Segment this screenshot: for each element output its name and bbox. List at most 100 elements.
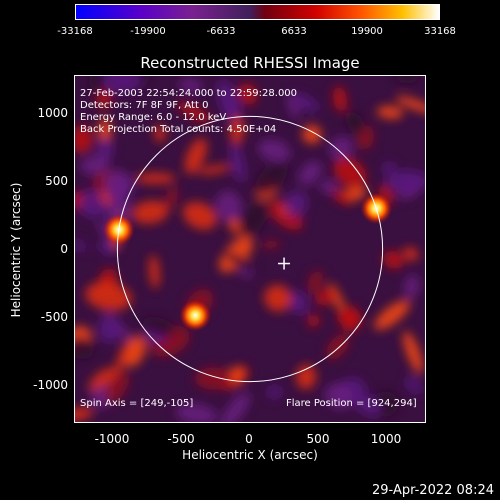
y-tick: -1000	[33, 378, 68, 392]
image-texture	[383, 250, 404, 269]
flare-position: Flare Position = [924,294]	[286, 398, 417, 409]
image-texture	[177, 102, 211, 123]
colorbar-tick: -6633	[206, 26, 236, 37]
image-texture	[395, 96, 425, 114]
image-texture	[332, 189, 353, 205]
image-texture	[315, 289, 337, 306]
image-texture	[104, 371, 130, 403]
image-texture	[283, 191, 308, 218]
image-texture	[329, 136, 353, 160]
image-texture	[135, 173, 176, 184]
detectors: Detectors: 7F 8F 9F, Att 0	[80, 100, 209, 111]
colorbar	[75, 4, 440, 20]
y-axis-label: Heliocentric Y (arcsec)	[9, 182, 23, 318]
image-texture	[376, 106, 404, 119]
image-canvas	[75, 76, 425, 422]
image-texture	[88, 367, 117, 393]
method-counts: Back Projection Total counts: 4.50E+04	[80, 124, 277, 135]
image-texture	[287, 291, 308, 315]
image-texture	[268, 385, 281, 400]
time-range: 27-Feb-2003 22:54:24.000 to 22:59:28.000	[80, 88, 298, 99]
solar-limb	[116, 115, 384, 383]
image-texture	[223, 251, 257, 271]
colorbar-tick: -33168	[57, 26, 93, 37]
image-texture	[403, 331, 424, 374]
colorbar-tick: 6633	[281, 26, 307, 37]
image-texture	[382, 161, 395, 174]
image-texture	[96, 90, 112, 109]
image-texture	[295, 364, 317, 390]
image-texture	[220, 392, 250, 422]
image-texture	[324, 383, 353, 409]
image-texture	[175, 403, 217, 422]
image-texture	[307, 314, 321, 327]
energy-range: Energy Range: 6.0 - 12.0 keV	[80, 112, 227, 123]
image-title: Reconstructed RHESSI Image	[140, 54, 360, 72]
image-texture	[75, 336, 95, 360]
image-texture	[184, 138, 207, 175]
spin-axis-marker	[278, 257, 291, 270]
colorbar-tick: 33168	[424, 26, 456, 37]
x-tick: 500	[306, 432, 330, 446]
image-texture	[229, 115, 245, 145]
image-texture	[374, 300, 410, 330]
image-texture	[403, 274, 420, 299]
colorbar-tick: 19900	[351, 26, 383, 37]
image-texture	[102, 76, 142, 94]
image-texture	[229, 143, 246, 183]
image-texture	[75, 125, 93, 154]
image-texture	[406, 376, 422, 394]
x-tick: 0	[245, 432, 253, 446]
image-texture	[336, 306, 360, 326]
image-texture	[319, 180, 338, 194]
footer-date: 29-Apr-2022 08:24	[372, 483, 494, 498]
image-texture	[333, 157, 367, 188]
image-texture	[307, 270, 323, 294]
x-tick: 1000	[370, 432, 402, 446]
image-texture	[287, 93, 300, 119]
image-texture	[345, 111, 365, 134]
image-texture	[80, 155, 110, 175]
spin-axis: Spin Axis = [249,-105]	[80, 398, 194, 409]
y-tick: -500	[40, 310, 68, 324]
image-texture	[238, 200, 269, 238]
image-texture	[142, 316, 176, 336]
image-texture	[154, 124, 166, 143]
image-texture	[326, 333, 350, 360]
image-texture	[215, 190, 243, 223]
x-tick: -1000	[94, 432, 130, 446]
image-texture	[132, 200, 169, 224]
x-tick: -500	[167, 432, 195, 446]
image-texture	[96, 137, 114, 160]
image-texture	[148, 254, 160, 289]
image-texture	[179, 78, 203, 93]
image-texture	[258, 139, 291, 162]
y-tick: 500	[45, 174, 68, 188]
image-texture	[194, 367, 233, 390]
y-tick: 1000	[37, 106, 68, 120]
image-texture	[385, 170, 425, 192]
image-texture	[403, 247, 419, 261]
image-texture	[238, 83, 258, 105]
image-texture	[261, 240, 281, 250]
x-axis-label: Heliocentric X (arcsec)	[182, 448, 318, 462]
image-texture	[356, 396, 382, 416]
image-texture	[182, 201, 217, 230]
image-texture	[164, 186, 179, 210]
image-texture	[269, 199, 303, 231]
image-texture	[197, 164, 231, 175]
image-texture	[302, 124, 322, 144]
image-texture	[75, 407, 94, 422]
image-texture	[103, 169, 131, 198]
image-plot	[74, 75, 426, 423]
image-texture	[114, 341, 130, 376]
image-texture	[298, 161, 322, 186]
image-texture	[254, 161, 289, 196]
image-texture	[332, 86, 348, 113]
image-texture	[395, 76, 420, 84]
image-texture	[78, 189, 108, 218]
image-texture	[85, 282, 132, 311]
y-tick: 0	[60, 242, 68, 256]
colorbar-tick: -19900	[130, 26, 166, 37]
image-texture	[291, 93, 319, 112]
